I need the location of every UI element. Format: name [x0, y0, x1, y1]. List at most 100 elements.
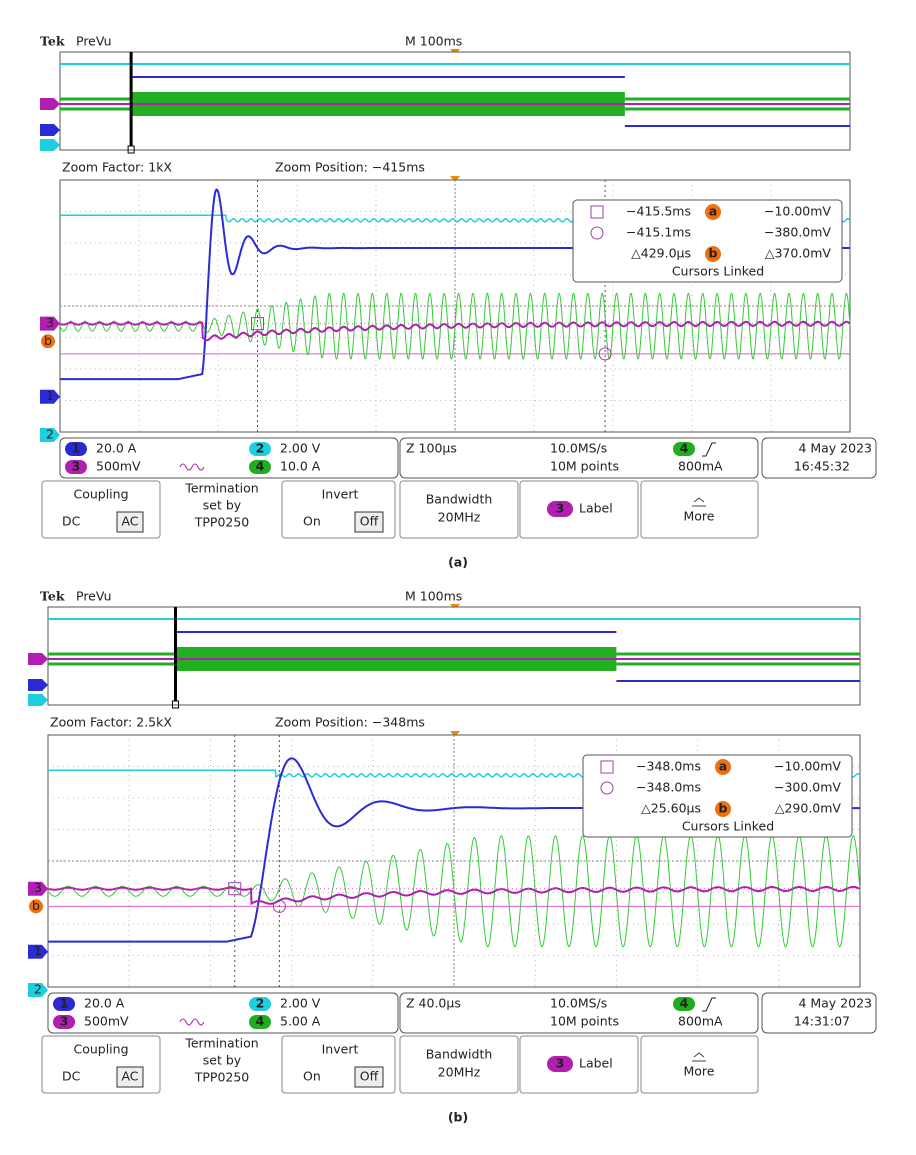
trigger-level: 800mA: [678, 459, 723, 474]
brand: Tek: [40, 34, 65, 49]
invert-off: Off: [360, 1069, 379, 1084]
overview-channel-marker: [28, 694, 48, 706]
overview-channel-marker: [28, 679, 48, 691]
bw-limit-icon: [179, 1018, 205, 1026]
channel-badge: [53, 1015, 75, 1029]
date: 4 May 2023: [798, 441, 872, 456]
cursors-linked: Cursors Linked: [682, 819, 774, 834]
channel-badge-label: 4: [256, 1014, 265, 1029]
menu-button[interactable]: [519, 1035, 639, 1094]
channel-badge-label: 4: [680, 441, 689, 456]
invert-title: Invert: [322, 1042, 359, 1057]
acquisition-box: [399, 992, 759, 1034]
cursor-2-handle: [272, 899, 286, 913]
cursor-dv: △370.0mV: [765, 246, 832, 261]
channel-badge: [65, 442, 87, 456]
coupling-title: Coupling: [73, 1042, 128, 1057]
timebase: M 100ms: [405, 589, 462, 604]
more: More: [684, 1064, 715, 1079]
cursor-badge-label: b: [719, 801, 728, 816]
zoom-timebase: Z 40.0µs: [406, 996, 461, 1011]
cursor-badge-label: a: [709, 204, 717, 219]
cursor-v1: −10.00mV: [764, 204, 831, 219]
channel-marker: [40, 316, 60, 331]
channel-marker: [28, 944, 48, 959]
trigger-level: 800mA: [678, 1014, 723, 1029]
date: 4 May 2023: [798, 996, 872, 1011]
coupling-ac: AC: [121, 1069, 138, 1084]
overview-ch4-edge: [60, 97, 850, 111]
coupling-ac: AC: [121, 514, 138, 529]
channel-badge-label: 1: [60, 996, 69, 1011]
zoom-position: Zoom Position: −415ms: [275, 160, 425, 175]
cursor-dv: △290.0mV: [775, 801, 842, 816]
datetime-box: [761, 992, 877, 1034]
record-length: 10M points: [550, 1014, 619, 1029]
cursor-v2: −300.0mV: [774, 780, 841, 795]
invert-title: Invert: [322, 487, 359, 502]
channel-marker: [28, 983, 48, 997]
cursor-1-icon: [600, 760, 614, 774]
channel-badge-label: 2: [256, 441, 265, 456]
channel-marker: [28, 881, 48, 896]
menu-button[interactable]: [399, 1035, 519, 1094]
mode: PreVu: [76, 34, 112, 49]
invert-off-box[interactable]: [354, 1066, 384, 1088]
channel-badge: [65, 460, 87, 474]
scope-panel: Tek PreVu M 100ms Zoom Factor: 1kX Zoom Posi…: [40, 34, 877, 570]
cursor-v1: −10.00mV: [774, 759, 841, 774]
mode: PreVu: [76, 589, 112, 604]
more: More: [684, 509, 715, 524]
cursor-readout: [572, 199, 843, 283]
invert-off-box[interactable]: [354, 511, 384, 533]
channel-badge-label: 1: [72, 441, 81, 456]
coupling-dc: DC: [62, 514, 81, 529]
more-icon: [692, 497, 706, 507]
channel-badge: [249, 1015, 271, 1029]
channel-badge-label: 3: [72, 459, 81, 474]
zoom-timebase: Z 100µs: [406, 441, 457, 456]
timebase: M 100ms: [405, 34, 462, 49]
termination-line: Termination: [184, 1036, 258, 1051]
cursor-2-icon: [590, 226, 604, 240]
channel-scale: 20.0 A: [96, 441, 137, 456]
menu-button[interactable]: [640, 1035, 759, 1094]
coupling-ac-box[interactable]: [116, 511, 144, 533]
channel-scale: 500mV: [84, 1014, 129, 1029]
zoom-position: Zoom Position: −348ms: [275, 715, 425, 730]
cursor-1-icon: [590, 205, 604, 219]
sample-rate: 10.0MS/s: [550, 996, 607, 1011]
menu-button[interactable]: [519, 480, 639, 539]
cursor-b-marker: [29, 899, 43, 914]
channel-scale: 5.00 A: [280, 1014, 321, 1029]
menu-button[interactable]: [399, 480, 519, 539]
channel-box: [47, 992, 399, 1034]
channel-box: [59, 437, 399, 479]
coupling-ac-box[interactable]: [116, 1066, 144, 1088]
channel-marker-label: 3: [46, 315, 54, 330]
channel-marker-label: 1: [34, 943, 42, 958]
bandwidth-title: Bandwidth: [426, 492, 493, 507]
label-badge-text: 3: [556, 1056, 565, 1071]
cursor-t1: −415.5ms: [626, 204, 691, 219]
overview-channel-marker: [40, 98, 60, 110]
cursor-t1: −348.0ms: [636, 759, 701, 774]
overview-channel-marker: [40, 124, 60, 136]
cursor-b-marker-label: b: [44, 333, 52, 348]
menu-button[interactable]: [640, 480, 759, 539]
channel-badge-label: 4: [256, 459, 265, 474]
channel-badge: [249, 997, 271, 1011]
channel-badge: [249, 442, 271, 456]
sample-rate: 10.0MS/s: [550, 441, 607, 456]
cursor-v2: −380.0mV: [764, 225, 831, 240]
channel-marker: [40, 389, 60, 404]
bandwidth-value: 20MHz: [438, 510, 481, 525]
termination-line: set by: [203, 498, 242, 513]
label-badge: [547, 1056, 573, 1072]
zoom-handle: [171, 700, 179, 709]
brand: Tek: [40, 589, 65, 604]
termination-line: TPP0250: [194, 1070, 250, 1085]
bandwidth-value: 20MHz: [438, 1065, 481, 1080]
bw-limit-icon: [179, 463, 205, 471]
